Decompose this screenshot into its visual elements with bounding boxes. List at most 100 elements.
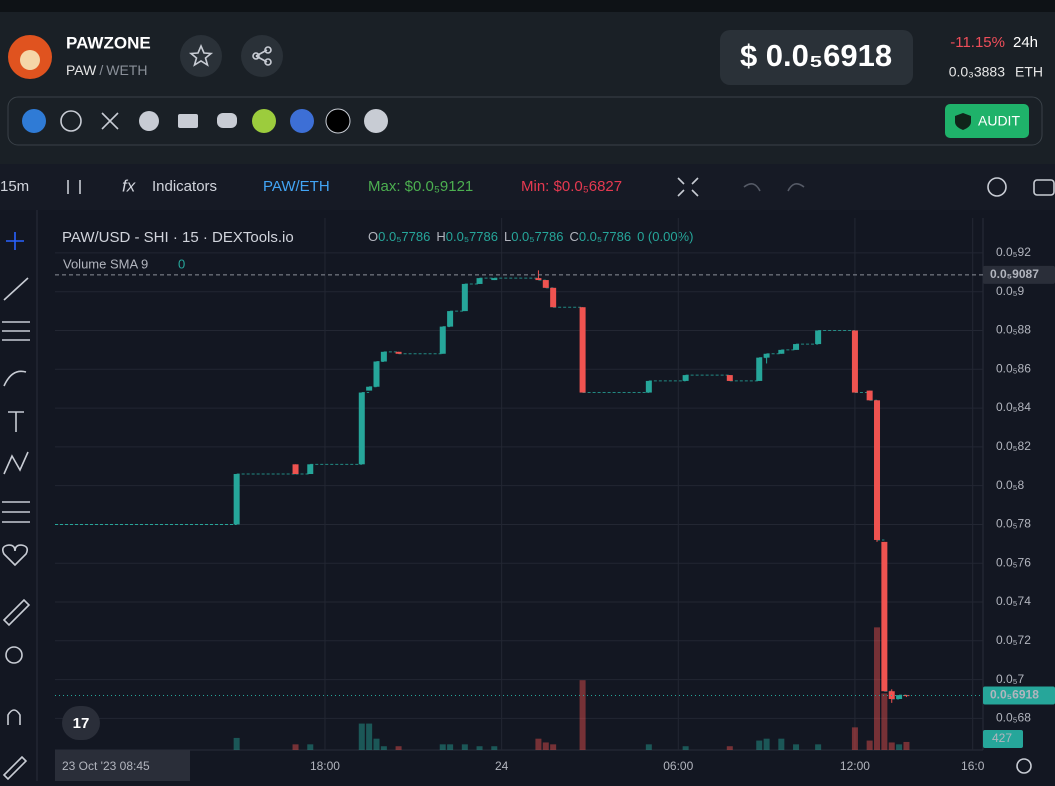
- date-label: 23 Oct '23 08:45: [62, 759, 150, 773]
- candle-body: [461, 283, 468, 312]
- min-price: Min: $0.0₅6827: [521, 178, 622, 195]
- volume-bar: [373, 738, 380, 750]
- volume-label: 427: [992, 731, 1012, 745]
- social-icons: [22, 108, 388, 134]
- favorites-tool[interactable]: [2, 544, 28, 567]
- fib-tool[interactable]: [2, 321, 30, 341]
- candle-body: [851, 330, 858, 393]
- volume-bar: [439, 744, 446, 750]
- y-tick-label: 0.0₅88: [996, 323, 1031, 337]
- logo-paw: [20, 50, 40, 70]
- candle-body: [881, 541, 888, 692]
- ohlc-key: H: [436, 229, 445, 244]
- links-bar: [7, 96, 1043, 146]
- y-tick-label: 0.0₅8: [996, 478, 1025, 492]
- web-icon[interactable]: [60, 110, 82, 132]
- magnet-tool[interactable]: [7, 709, 21, 725]
- volume-bar: [542, 742, 549, 750]
- volume-label-bg: [983, 730, 1023, 748]
- more-icon[interactable]: [364, 109, 388, 133]
- y-tick-label: 0.0₅92: [996, 245, 1031, 259]
- candle-body: [793, 344, 800, 350]
- candle-body: [358, 392, 365, 465]
- axis-settings[interactable]: [1016, 758, 1032, 774]
- y-tick-label: 0.0₅9: [996, 284, 1025, 298]
- x-icon[interactable]: [101, 112, 119, 130]
- gecko-icon[interactable]: [252, 109, 276, 133]
- star-icon: [188, 43, 214, 67]
- candle-body: [903, 695, 910, 697]
- crosshair-tool[interactable]: [6, 232, 24, 250]
- candle-body: [542, 280, 549, 288]
- discord-icon[interactable]: [217, 113, 237, 128]
- price-label-bg: [983, 265, 1055, 284]
- brush-tool[interactable]: [3, 370, 27, 387]
- top-strip: [0, 0, 1055, 12]
- candle-body: [307, 464, 314, 475]
- volume-bar: [579, 680, 586, 750]
- candle-body: [550, 287, 557, 308]
- share-dot: [252, 52, 260, 60]
- pattern-tool[interactable]: [3, 451, 29, 475]
- audit-label: AUDIT: [978, 113, 1020, 129]
- volume-bar: [307, 744, 314, 750]
- candle-body: [491, 278, 498, 281]
- telegram-icon[interactable]: [139, 111, 159, 131]
- period: 24h: [1013, 34, 1038, 51]
- indicators[interactable]: Indicators: [152, 178, 217, 195]
- pair-quote: WETH: [106, 62, 147, 78]
- price: $ 0.0₅6918: [740, 38, 892, 73]
- eth-unit: ETH: [1015, 64, 1043, 80]
- zoom-tool[interactable]: [5, 646, 23, 664]
- x-tick-label: 16:0: [961, 759, 985, 773]
- volume-bar: [793, 744, 800, 750]
- cmc-icon[interactable]: [290, 109, 314, 133]
- redo-icon[interactable]: [787, 183, 805, 192]
- candle-body: [726, 375, 733, 381]
- ruler-tool[interactable]: [2, 598, 31, 627]
- interval[interactable]: 15m: [0, 178, 29, 195]
- camera-icon[interactable]: [1033, 179, 1055, 196]
- settings-icon[interactable]: [987, 177, 1007, 197]
- mail-icon[interactable]: [178, 114, 198, 128]
- volume-bar: [395, 746, 402, 750]
- y-tick-label: 0.0₅68: [996, 711, 1031, 725]
- favorite-button[interactable]: [180, 35, 222, 77]
- volume-bar: [550, 744, 557, 750]
- x-tick-label: 06:00: [663, 759, 693, 773]
- volume-bar: [851, 727, 858, 750]
- pair-base: PAW: [66, 62, 97, 78]
- x-tick-label: 12:00: [840, 759, 870, 773]
- pencil-tool[interactable]: [2, 755, 28, 781]
- share-button[interactable]: [241, 35, 283, 77]
- tv-logo-mark: 17: [73, 715, 90, 732]
- price-label: 0.0₅9087: [990, 267, 1039, 281]
- ohlc-value: 0.0₅7786: [378, 229, 430, 244]
- site-icon[interactable]: [22, 109, 46, 133]
- candle-icon[interactable]: [67, 180, 81, 194]
- volume-bar: [682, 746, 689, 750]
- date-label-bg: [55, 750, 190, 781]
- prediction-tool[interactable]: [2, 501, 30, 523]
- volume-bar: [233, 737, 240, 750]
- app-icon[interactable]: [325, 108, 351, 134]
- toolbar-pair[interactable]: PAW/ETH: [263, 178, 330, 195]
- volume-bar: [535, 738, 542, 750]
- volume-name: Volume SMA 9: [63, 256, 148, 271]
- candle-body: [815, 330, 822, 345]
- ohlc-value: 0.0₅7786: [579, 229, 631, 244]
- audit-button[interactable]: [945, 104, 1029, 138]
- volume-bar: [874, 627, 881, 750]
- undo-icon[interactable]: [743, 183, 761, 192]
- candle-body: [476, 278, 483, 284]
- volume-bar: [726, 746, 733, 750]
- volume-bar: [380, 746, 387, 750]
- fx-icon: fx: [122, 176, 136, 195]
- line-tool[interactable]: [3, 277, 29, 301]
- text-tool[interactable]: [8, 411, 24, 432]
- y-tick-label: 0.0₅72: [996, 633, 1031, 647]
- volume-bar: [815, 744, 822, 750]
- volume-bar: [763, 738, 770, 750]
- candle-body: [233, 474, 240, 525]
- fullscreen-icon[interactable]: [677, 177, 699, 197]
